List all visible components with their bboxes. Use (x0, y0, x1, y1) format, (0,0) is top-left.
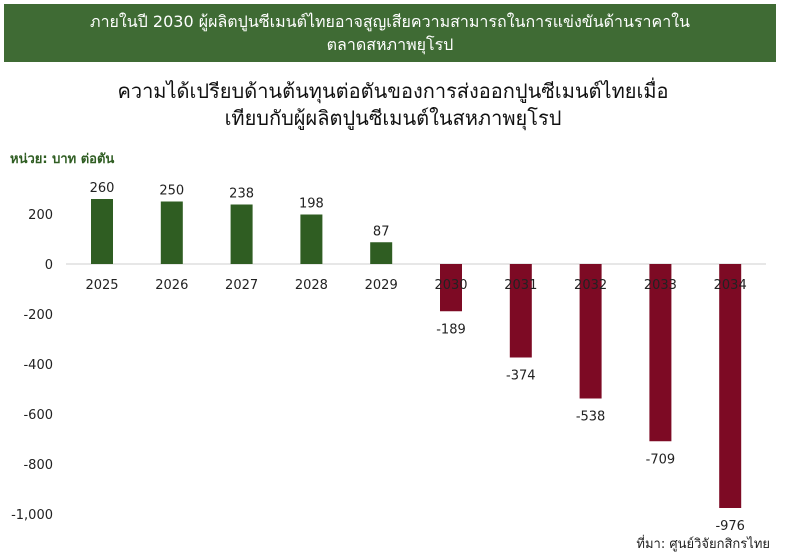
unit-label: หน่วย: บาท ต่อตัน (10, 152, 115, 167)
y-tick-label: -800 (23, 458, 53, 473)
chart-title-line-1: ความได้เปรียบด้านต้นทุนต่อตันของการส่งออ… (117, 79, 669, 103)
y-tick-label: 0 (45, 258, 53, 273)
x-tick-label: 2033 (644, 278, 677, 293)
source-note: ที่มา: ศูนย์วิจัยกสิกรไทย (636, 537, 770, 552)
data-labels: 260 250 238 198 87 -189 -374 -538 -709 -976 (90, 181, 745, 534)
y-tick-label: -400 (23, 358, 53, 373)
bar-2029 (370, 242, 393, 264)
bar-2030 (440, 264, 462, 312)
data-label: -538 (576, 410, 606, 425)
chart-title-line-2: เทียบกับผู้ผลิตปูนซีเมนต์ในสหภาพยุโรป (224, 106, 562, 130)
x-axis: 2025 2026 2027 2028 2029 2030 2031 2032 2033 2034 (85, 278, 746, 293)
headline-line-2: ตลาดสหภาพยุโรป (326, 35, 454, 54)
data-label: 87 (373, 224, 390, 239)
y-axis: 200 0 -200 -400 -600 -800 -1,000 (11, 208, 53, 523)
data-label: -976 (715, 519, 745, 534)
y-tick-label: 200 (28, 208, 53, 223)
data-label: 260 (90, 181, 115, 196)
data-label: 238 (229, 187, 254, 202)
data-label: -189 (436, 322, 466, 337)
bar-2027 (230, 204, 253, 264)
data-label: 198 (299, 197, 324, 212)
x-tick-label: 2031 (504, 278, 537, 293)
y-tick-label: -600 (23, 408, 53, 423)
x-tick-label: 2027 (225, 278, 258, 293)
x-tick-label: 2029 (365, 278, 398, 293)
bar-2025 (91, 199, 113, 264)
chart-title: ความได้เปรียบด้านต้นทุนต่อตันของการส่งออ… (0, 78, 786, 132)
x-tick-label: 2032 (574, 278, 607, 293)
y-tick-label: -200 (23, 308, 53, 323)
data-label: -709 (646, 452, 676, 467)
bars (91, 199, 742, 508)
bar-2031 (509, 264, 532, 358)
x-tick-label: 2026 (155, 278, 188, 293)
data-label: -374 (506, 369, 536, 384)
bar-2034 (719, 264, 742, 508)
x-tick-label: 2030 (434, 278, 467, 293)
x-tick-label: 2028 (295, 278, 328, 293)
bar-2028 (300, 214, 323, 264)
x-tick-label: 2025 (85, 278, 118, 293)
bar-2026 (160, 201, 183, 264)
headline-banner: ภายในปี 2030 ผู้ผลิตปูนซีเมนต์ไทยอาจสูญเ… (4, 4, 776, 62)
bar-2033 (649, 264, 672, 442)
y-tick-label: -1,000 (11, 508, 53, 523)
x-tick-label: 2034 (714, 278, 747, 293)
headline-line-1: ภายในปี 2030 ผู้ผลิตปูนซีเมนต์ไทยอาจสูญเ… (90, 12, 690, 31)
data-label: 250 (159, 184, 184, 199)
bar-2032 (579, 264, 602, 399)
